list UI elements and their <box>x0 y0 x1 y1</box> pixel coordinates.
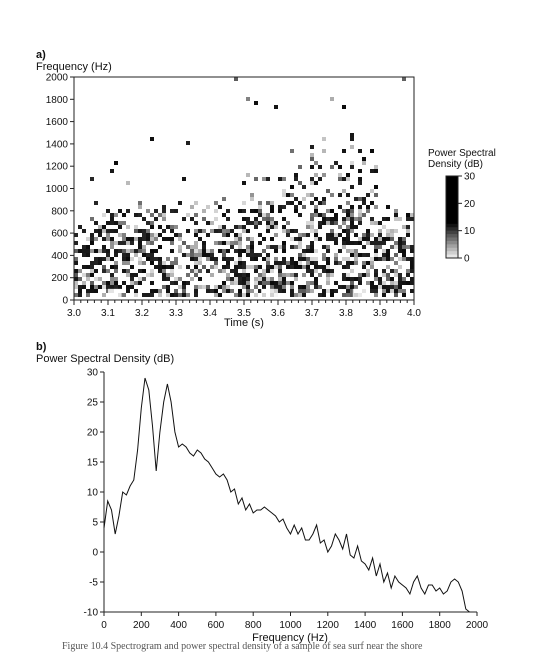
psd-y-tick-label: 25 <box>87 398 99 409</box>
colorbar-title-line-1: Power Spectral <box>428 148 496 159</box>
spectrogram-y-tick-label: 1200 <box>46 162 69 173</box>
psd-y-ticks: 30 25 20 15 10 5 0 -5 -10 <box>84 368 104 619</box>
spectrogram-x-tick-label: 3.8 <box>339 308 353 319</box>
colorbar: Power Spectral Density (dB) 30 20 10 0 <box>428 148 496 265</box>
spectrogram-x-tick-label: 4.0 <box>407 308 421 319</box>
spectrogram-y-tick-label: 600 <box>51 229 68 240</box>
psd-y-tick-label: 15 <box>87 458 99 469</box>
psd-x-tick-label: 800 <box>245 620 262 631</box>
psd-x-tick-label: 600 <box>208 620 225 631</box>
spectrogram-y-tick-label: 2000 <box>46 73 69 84</box>
spectrogram-x-tick-label: 3.3 <box>169 308 183 319</box>
spectrogram-y-tick-label: 400 <box>51 251 68 262</box>
spectrogram-x-tick-label: 3.5 <box>237 308 251 319</box>
spectrogram-y-axis-title: Frequency (Hz) <box>36 61 112 73</box>
psd-y-axis-title: Power Spectral Density (dB) <box>36 353 174 365</box>
spectrogram-y-tick-label: 1400 <box>46 139 69 150</box>
psd-x-tick-label: 1000 <box>279 620 302 631</box>
psd-x-tick-label: 1200 <box>317 620 340 631</box>
spectrogram-y-ticks: 0 200 400 600 800 1000 1200 1400 1600 1800 2000 <box>46 73 74 307</box>
psd-x-tick-label: 1800 <box>429 620 452 631</box>
spectrogram-y-tick-label: 1000 <box>46 184 69 195</box>
spectrogram-panel: a) Frequency (Hz) 0 200 400 600 800 1000 1200 1… <box>36 49 421 329</box>
spectrogram-y-tick-label: 1800 <box>46 95 69 106</box>
psd-y-tick-label: 5 <box>92 518 98 529</box>
spectrogram-x-tick-label: 3.4 <box>203 308 217 319</box>
spectrogram-x-tick-label: 3.9 <box>373 308 387 319</box>
psd-y-tick-label: -5 <box>89 578 98 589</box>
spectrogram-y-tick-label: 1600 <box>46 117 69 128</box>
psd-x-tick-label: 0 <box>101 620 107 631</box>
psd-x-tick-label: 200 <box>133 620 150 631</box>
colorbar-tick-label: 0 <box>464 254 470 265</box>
psd-y-tick-label: 30 <box>87 368 99 379</box>
colorbar-gradient <box>445 175 459 259</box>
psd-x-ticks: 0 200 400 600 800 1000 1200 1400 1600 1800 2000 <box>101 612 489 631</box>
spectrogram-x-tick-label: 3.2 <box>135 308 149 319</box>
psd-x-tick-label: 1600 <box>391 620 414 631</box>
colorbar-title-line-2: Density (dB) <box>428 159 483 170</box>
colorbar-ticks: 30 20 10 0 <box>458 172 476 265</box>
spectrogram-x-tick-label: 3.1 <box>101 308 115 319</box>
spectrogram-x-tick-label: 3.6 <box>271 308 285 319</box>
spectrogram-plot-area <box>73 76 415 301</box>
psd-series-line <box>103 377 470 613</box>
psd-x-tick-label: 400 <box>170 620 187 631</box>
psd-y-tick-label: 20 <box>87 428 99 439</box>
spectrogram-y-tick-label: 200 <box>51 273 68 284</box>
psd-x-tick-label: 1400 <box>354 620 377 631</box>
panel-a-label: a) <box>36 49 46 61</box>
psd-y-tick-label: -10 <box>84 608 99 619</box>
psd-x-tick-label: 2000 <box>466 620 489 631</box>
figure-caption: Figure 10.4 Spectrogram and power spectr… <box>62 641 423 652</box>
spectrogram-cells <box>74 77 414 300</box>
colorbar-tick-label: 10 <box>464 226 476 237</box>
spectrogram-y-tick-label: 800 <box>51 206 68 217</box>
panel-b-label: b) <box>36 341 47 353</box>
colorbar-tick-label: 30 <box>464 172 476 183</box>
psd-y-tick-label: 10 <box>87 488 99 499</box>
spectrogram-x-tick-label: 3.7 <box>305 308 319 319</box>
colorbar-tick-label: 20 <box>464 199 476 210</box>
psd-y-tick-label: 0 <box>92 548 98 559</box>
spectrogram-x-tick-label: 3.0 <box>67 308 81 319</box>
psd-panel: b) Power Spectral Density (dB) 30 25 20 15 1… <box>36 341 489 644</box>
spectrogram-x-axis-title: Time (s) <box>224 317 264 329</box>
spectrogram-y-tick-label: 0 <box>62 296 68 307</box>
psd-x-axis-title: Frequency (Hz) <box>252 632 328 644</box>
